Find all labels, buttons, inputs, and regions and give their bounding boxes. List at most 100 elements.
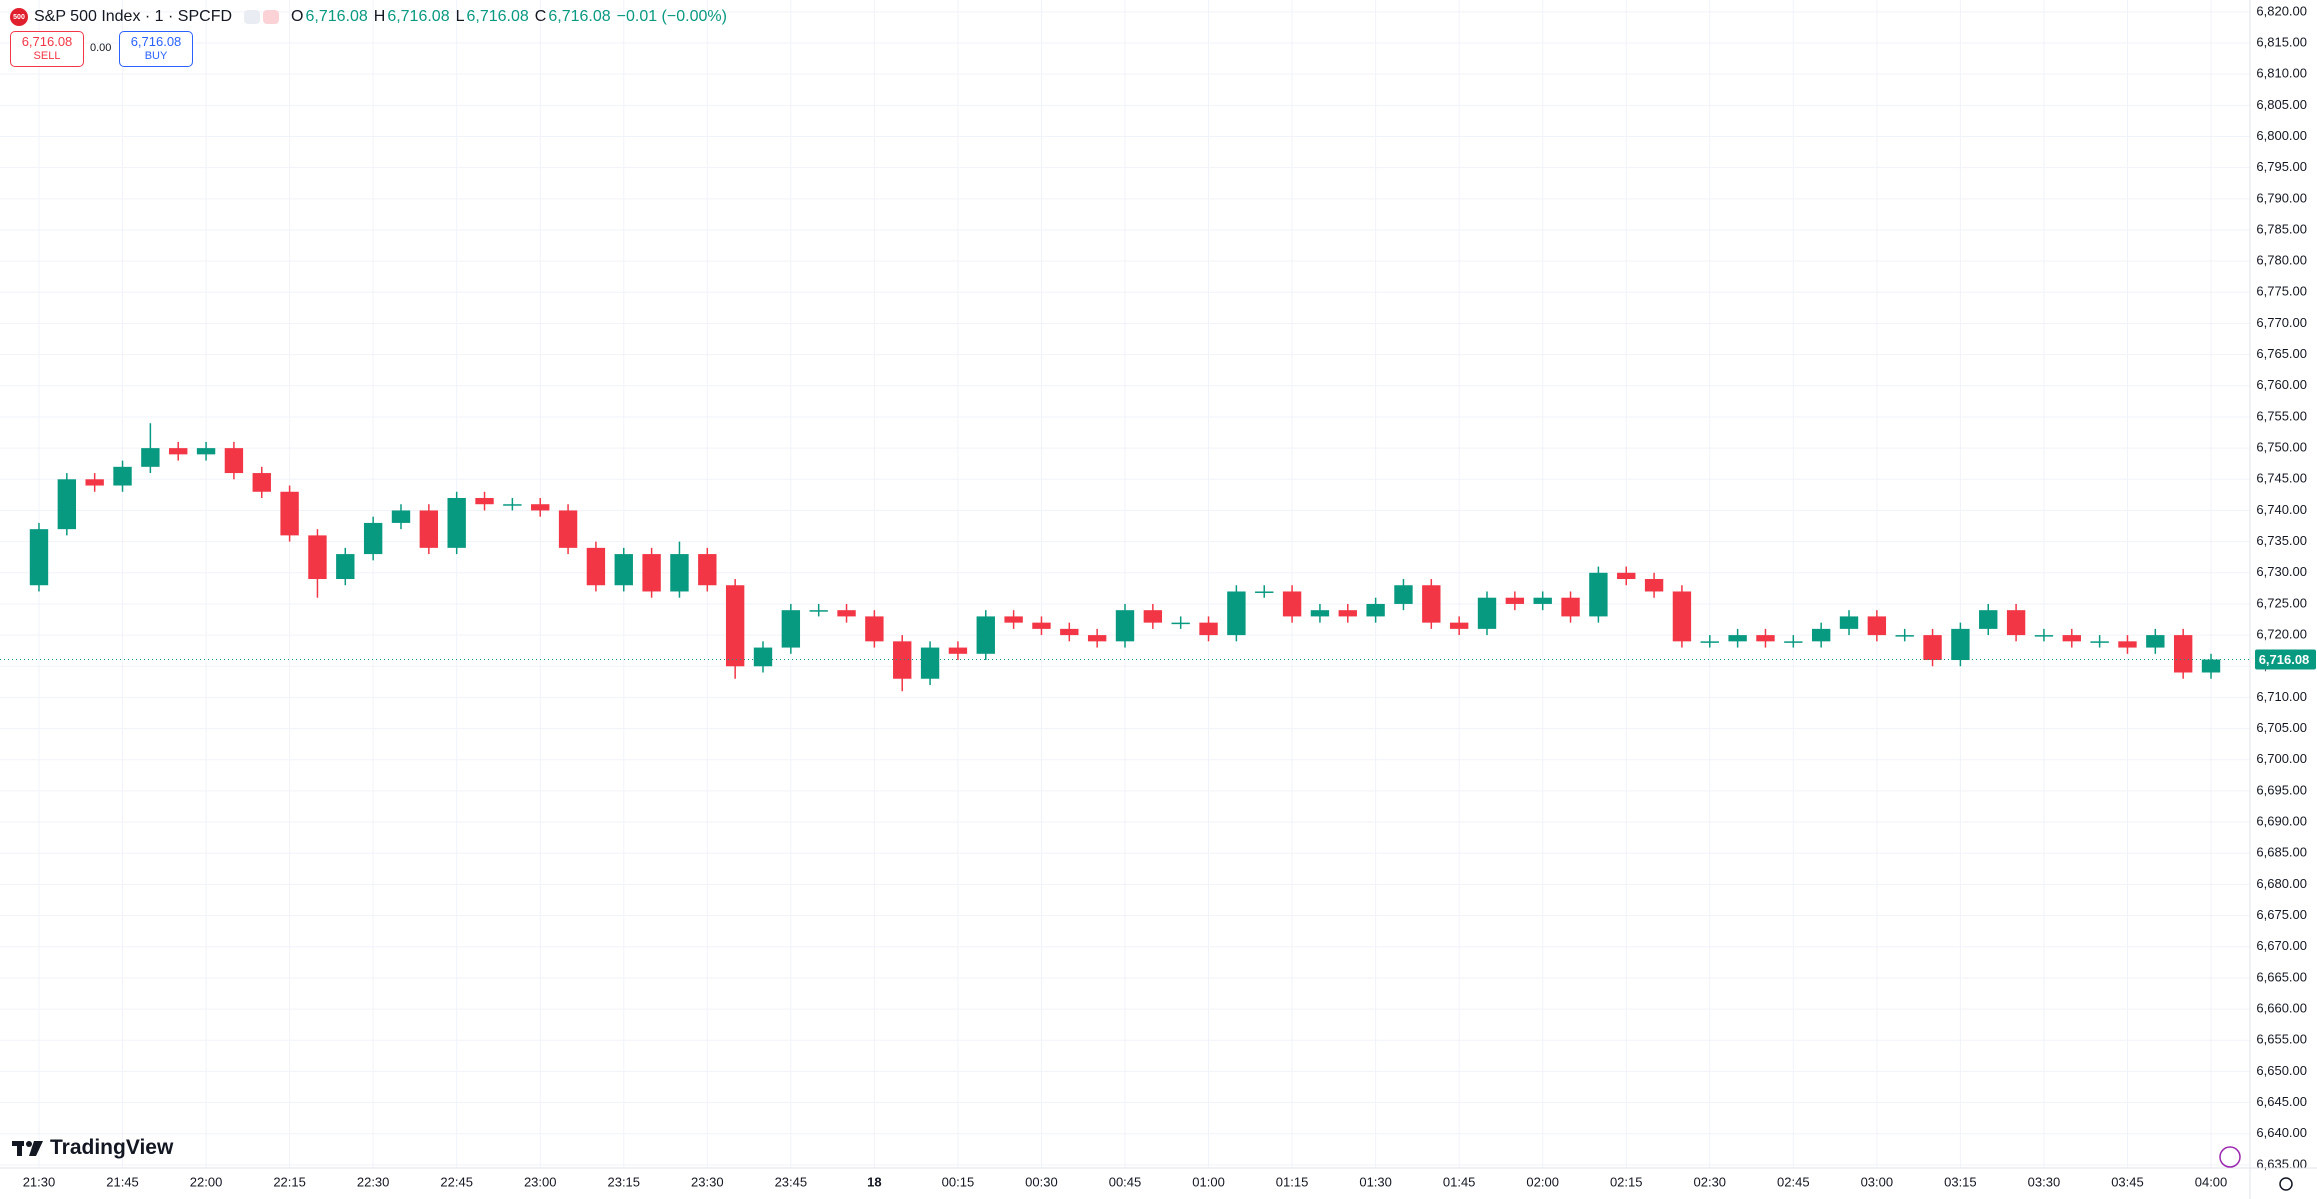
candle-body — [419, 510, 439, 548]
logo-text: TradingView — [50, 1136, 174, 1159]
candle-body — [1617, 572, 1636, 580]
candle-body — [2173, 635, 2193, 673]
change: −0.01 (−0.00%) — [616, 8, 727, 25]
candle-body — [2201, 659, 2221, 673]
y-tick-label: 6,700.00 — [2256, 751, 2307, 766]
candle-body — [1227, 591, 1246, 636]
candle-body — [865, 616, 884, 642]
candle-body — [1533, 597, 1552, 604]
y-tick-label: 6,815.00 — [2256, 34, 2307, 49]
y-tick-label: 6,800.00 — [2256, 128, 2307, 143]
candle-body — [1589, 572, 1608, 617]
y-tick-label: 6,730.00 — [2256, 564, 2307, 579]
ohlc-label: O — [291, 8, 304, 25]
sell-button[interactable]: 6,716.08 SELL — [10, 31, 84, 67]
y-tick-label: 6,645.00 — [2256, 1094, 2307, 1109]
y-tick-label: 6,655.00 — [2256, 1032, 2307, 1047]
candle-body — [781, 610, 801, 648]
x-tick-label: 00:15 — [942, 1174, 975, 1189]
alert-icon[interactable] — [2219, 1146, 2241, 1168]
x-tick-label: 01:15 — [1276, 1174, 1309, 1189]
candle-body — [920, 647, 940, 679]
logo-icon — [12, 1141, 43, 1156]
logo[interactable]: TradingView — [12, 1136, 173, 1160]
candle-body — [1811, 628, 1831, 642]
x-tick-label: 00:30 — [1025, 1174, 1058, 1189]
y-tick-label: 6,690.00 — [2256, 814, 2307, 829]
y-tick-label: 6,670.00 — [2256, 938, 2307, 953]
ohlc-value: 6,716.08 — [466, 8, 529, 25]
y-tick-label: 6,725.00 — [2256, 595, 2307, 610]
candle-body — [1394, 585, 1413, 604]
candle-body — [1338, 610, 1357, 617]
candle-body — [948, 647, 968, 654]
candle-body — [141, 448, 160, 467]
buy-label: BUY — [144, 50, 168, 62]
candle-body — [586, 547, 606, 586]
x-tick-label: 22:45 — [440, 1174, 473, 1189]
ohlc-label: C — [534, 8, 547, 25]
candle-body — [1867, 616, 1887, 636]
y-tick-label: 6,750.00 — [2256, 440, 2307, 455]
y-tick-label: 6,740.00 — [2256, 502, 2307, 517]
y-tick-label: 6,660.00 — [2256, 1001, 2307, 1016]
candle-body — [1143, 610, 1163, 623]
y-tick-label: 6,810.00 — [2256, 66, 2307, 81]
candle-body — [1032, 622, 1051, 629]
x-tick-label: 01:00 — [1192, 1174, 1225, 1189]
candle-body — [57, 479, 77, 530]
icon[interactable] — [244, 10, 261, 24]
candle-body — [1060, 628, 1079, 636]
candle-body — [475, 497, 494, 505]
ohlc-value: 6,716.08 — [387, 8, 450, 25]
y-tick-label: 6,770.00 — [2256, 315, 2307, 330]
y-tick-label: 6,640.00 — [2256, 1125, 2307, 1140]
candle-body — [1087, 635, 1107, 642]
candle-body — [893, 641, 912, 679]
x-tick-label: 22:30 — [357, 1174, 390, 1189]
y-tick-label: 6,710.00 — [2256, 689, 2307, 704]
symbol-badge: 500 — [10, 8, 28, 26]
y-tick-label: 6,685.00 — [2256, 845, 2307, 860]
candle-body — [85, 479, 104, 486]
x-tick-label: 02:45 — [1777, 1174, 1810, 1189]
candle-body — [976, 616, 995, 654]
candle-body — [1282, 591, 1302, 617]
symbol-title[interactable]: S&P 500 Index · 1 · SPCFD — [34, 8, 233, 25]
buy-button[interactable]: 6,716.08 BUY — [119, 31, 193, 67]
x-tick-label: 22:15 — [273, 1174, 306, 1189]
y-tick-label: 6,650.00 — [2256, 1063, 2307, 1078]
candle-body — [2062, 635, 2081, 642]
candle-body — [224, 448, 244, 474]
candle-body — [1422, 585, 1441, 623]
icon[interactable] — [263, 10, 280, 24]
candle-body — [1979, 610, 1998, 629]
candle-body — [308, 535, 327, 580]
x-tick-label: 22:00 — [190, 1174, 223, 1189]
candle-body — [252, 473, 271, 492]
candle-body — [363, 522, 383, 555]
candle-body — [1839, 616, 1859, 629]
candle-body — [336, 554, 355, 580]
candle-body — [1171, 622, 1190, 625]
x-tick-label: 02:30 — [1694, 1174, 1727, 1189]
candle-body — [1115, 610, 1135, 642]
x-tick-label: 23:30 — [691, 1174, 724, 1189]
y-tick-label: 6,805.00 — [2256, 97, 2307, 112]
candle-body — [169, 448, 188, 455]
candle-body — [1784, 641, 1803, 643]
y-tick-label: 6,780.00 — [2256, 253, 2307, 268]
candle-body — [809, 610, 828, 612]
x-tick-label: 02:00 — [1526, 1174, 1559, 1189]
y-tick-label: 6,665.00 — [2256, 969, 2307, 984]
y-tick-label: 6,785.00 — [2256, 221, 2307, 236]
header-icons[interactable] — [244, 10, 280, 24]
candle-body — [1004, 616, 1023, 623]
ohlc-value: 6,716.08 — [548, 8, 611, 25]
candle-body — [503, 504, 522, 506]
x-tick-label: 21:45 — [106, 1174, 139, 1189]
settings-icon[interactable] — [2279, 1177, 2293, 1191]
candle-body — [1310, 610, 1330, 617]
y-tick-label: 6,675.00 — [2256, 907, 2307, 922]
